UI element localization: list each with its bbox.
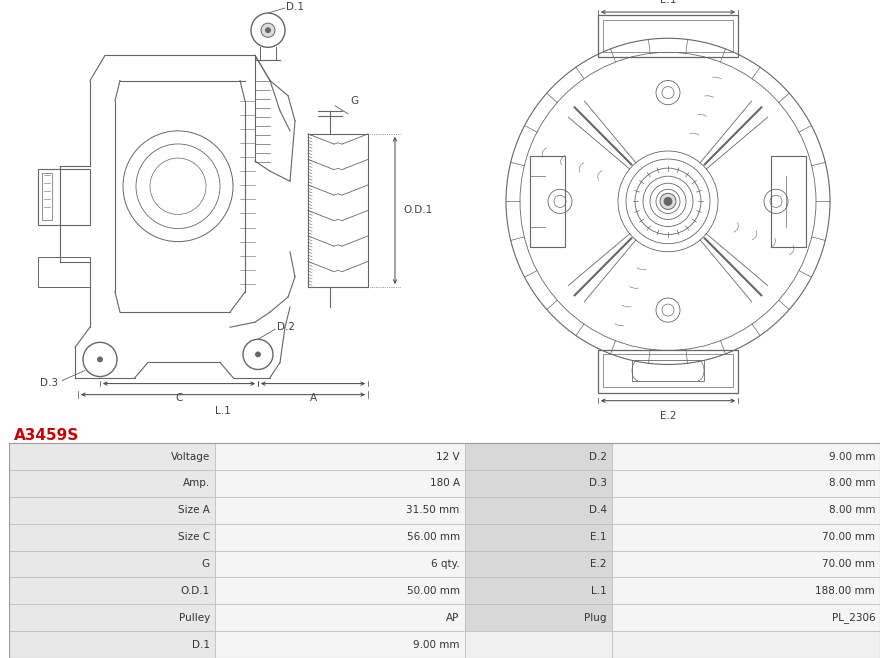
Text: 180 A: 180 A: [429, 478, 460, 488]
Text: 70.00 mm: 70.00 mm: [822, 532, 875, 542]
Text: C: C: [175, 393, 182, 403]
Text: D.4: D.4: [589, 505, 606, 515]
Circle shape: [98, 357, 102, 362]
Bar: [612, 524, 880, 551]
Bar: [38, 257, 90, 287]
Bar: [612, 443, 880, 470]
Bar: [9, 443, 214, 470]
Bar: [465, 524, 612, 551]
Bar: [214, 524, 465, 551]
Text: 6 qty.: 6 qty.: [431, 559, 460, 569]
Bar: [612, 578, 880, 604]
Text: D.3: D.3: [589, 478, 606, 488]
Bar: [214, 578, 465, 604]
Bar: [42, 173, 52, 220]
Bar: [465, 470, 612, 497]
Text: Voltage: Voltage: [171, 451, 210, 461]
Circle shape: [243, 340, 273, 370]
Bar: [9, 497, 214, 524]
Text: Size C: Size C: [178, 532, 210, 542]
Bar: [603, 355, 733, 387]
Bar: [214, 604, 465, 631]
Bar: [9, 524, 214, 551]
Text: 12 V: 12 V: [436, 451, 460, 461]
Bar: [612, 497, 880, 524]
Text: E.2: E.2: [590, 559, 606, 569]
Text: D.2: D.2: [277, 322, 295, 332]
Bar: [598, 350, 738, 393]
Text: G: G: [350, 95, 358, 106]
Text: Size A: Size A: [178, 505, 210, 515]
Text: D.2: D.2: [589, 451, 606, 461]
Bar: [612, 551, 880, 578]
Bar: [465, 604, 612, 631]
Text: A3459S: A3459S: [14, 428, 79, 443]
Text: Pulley: Pulley: [179, 613, 210, 622]
Bar: [632, 361, 704, 380]
Bar: [612, 604, 880, 631]
Text: 9.00 mm: 9.00 mm: [829, 451, 875, 461]
Text: 8.00 mm: 8.00 mm: [829, 478, 875, 488]
Circle shape: [664, 197, 672, 205]
Text: G: G: [202, 559, 210, 569]
Text: PL_2306: PL_2306: [831, 612, 875, 623]
Bar: [598, 15, 738, 57]
Text: E.1: E.1: [660, 0, 677, 5]
Bar: [9, 604, 214, 631]
Circle shape: [660, 193, 676, 209]
Bar: [465, 631, 612, 658]
Bar: [612, 470, 880, 497]
Bar: [214, 497, 465, 524]
Text: 31.50 mm: 31.50 mm: [406, 505, 460, 515]
Text: 9.00 mm: 9.00 mm: [413, 640, 460, 649]
Text: 8.00 mm: 8.00 mm: [829, 505, 875, 515]
Bar: [603, 20, 733, 53]
Bar: [612, 631, 880, 658]
Text: Amp.: Amp.: [182, 478, 210, 488]
Circle shape: [251, 13, 285, 47]
Circle shape: [261, 23, 275, 38]
Bar: [9, 551, 214, 578]
Text: AP: AP: [446, 613, 460, 622]
Text: E.1: E.1: [590, 532, 606, 542]
Bar: [38, 169, 90, 224]
Bar: [465, 551, 612, 578]
Text: D.1: D.1: [192, 640, 210, 649]
Bar: [214, 470, 465, 497]
Bar: [9, 578, 214, 604]
Bar: [9, 470, 214, 497]
Circle shape: [255, 352, 260, 357]
Text: L.1: L.1: [215, 406, 231, 416]
Text: D.3: D.3: [40, 378, 58, 388]
Text: A: A: [309, 393, 316, 403]
Text: Plug: Plug: [584, 613, 606, 622]
Bar: [214, 631, 465, 658]
Text: 70.00 mm: 70.00 mm: [822, 559, 875, 569]
Text: O.D.1: O.D.1: [180, 586, 210, 596]
Bar: [214, 443, 465, 470]
Text: O.D.1: O.D.1: [403, 205, 432, 215]
Text: 56.00 mm: 56.00 mm: [406, 532, 460, 542]
Bar: [465, 497, 612, 524]
Text: D.1: D.1: [286, 2, 304, 12]
Text: L.1: L.1: [591, 586, 606, 596]
Circle shape: [83, 342, 117, 376]
Text: E.2: E.2: [660, 411, 677, 420]
Circle shape: [266, 28, 270, 33]
Bar: [530, 156, 565, 247]
Bar: [465, 443, 612, 470]
Bar: [9, 631, 214, 658]
Bar: [771, 156, 806, 247]
Bar: [465, 578, 612, 604]
Text: 188.00 mm: 188.00 mm: [815, 586, 875, 596]
Text: 50.00 mm: 50.00 mm: [406, 586, 460, 596]
Bar: [214, 551, 465, 578]
